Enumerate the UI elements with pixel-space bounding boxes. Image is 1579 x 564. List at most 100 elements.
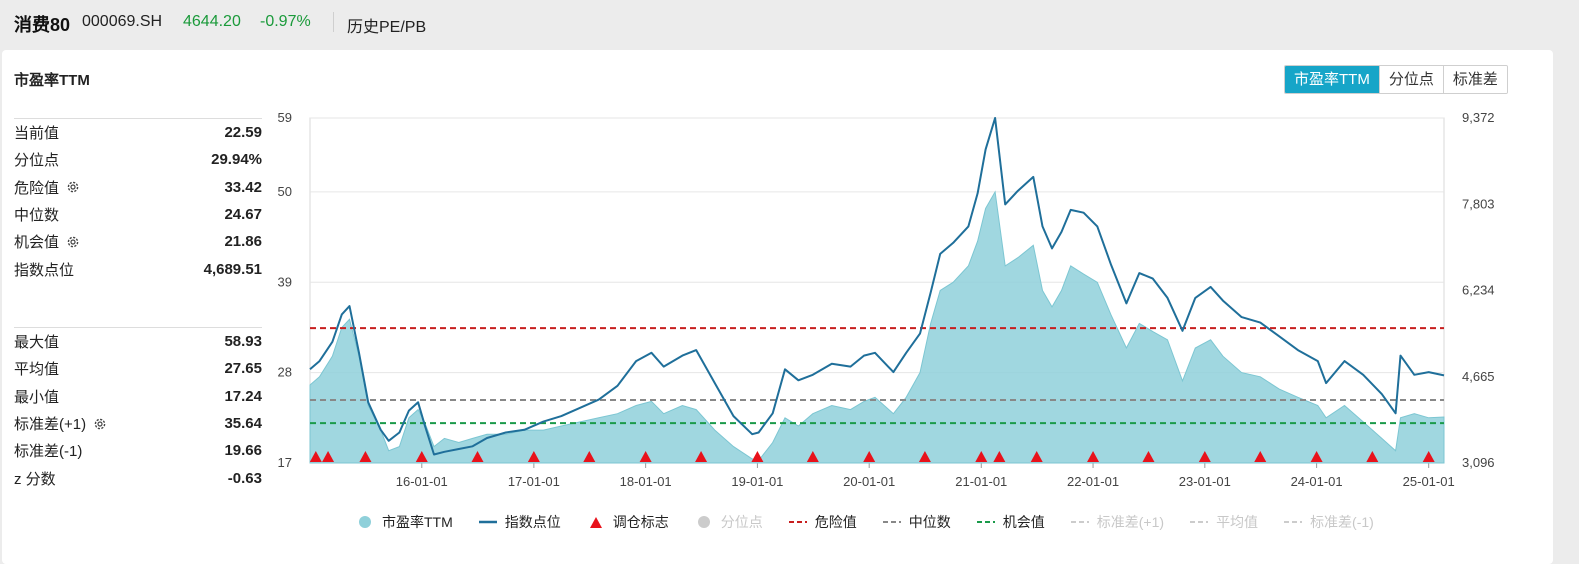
index-price: 4644.20 [183, 13, 241, 30]
y-right-tick-label: 4,665 [1462, 369, 1495, 384]
tab-std-dev[interactable]: 标准差 [1442, 66, 1507, 93]
stat-row: 最小值 17.24 [14, 383, 262, 410]
legend-label: 标准差(+1) [1096, 514, 1165, 530]
legend-symbol-dash [788, 521, 807, 523]
stats-group-history: 最大值 58.93 平均值 27.65 最小值 17.24 标准差(+1) 35.64 … [14, 327, 262, 492]
legend-symbol-dash [882, 521, 901, 523]
stat-label: 危险值 [14, 179, 60, 197]
y-left-tick-label: 17 [278, 455, 292, 470]
legend-label: 调仓标志 [612, 514, 669, 530]
y-right-tick-label: 6,234 [1462, 283, 1495, 298]
legend-symbol-dash [976, 521, 995, 523]
stat-row: z 分数 -0.63 [14, 464, 262, 491]
rebalance-marker [1310, 451, 1323, 462]
x-tick-label: 24-01-01 [1291, 474, 1343, 489]
legend-label: 机会值 [1002, 514, 1045, 530]
stat-row: 指数点位 4,689.51 [14, 255, 262, 282]
tab-pe-ttm[interactable]: 市盈率TTM [1285, 66, 1379, 93]
rebalance-marker [309, 451, 322, 462]
rebalance-marker [1366, 451, 1379, 462]
stat-value: 35.64 [224, 415, 262, 433]
panel-title: 市盈率TTM [14, 72, 90, 89]
index-name: 消费80 [14, 15, 71, 35]
stat-value: 24.67 [224, 206, 262, 224]
pe-ttm-area [309, 190, 1445, 464]
stat-label-with-gear: 机会值 [14, 231, 80, 252]
rebalance-marker [1422, 451, 1435, 462]
legend-item[interactable]: 危险值 [788, 512, 857, 532]
y-right-tick-label: 9,372 [1462, 110, 1495, 125]
legend-item[interactable]: 中位数 [882, 512, 951, 532]
y-left-tick-label: 59 [278, 110, 292, 125]
legend-symbol-triangle [589, 517, 602, 528]
x-tick-label: 25-01-01 [1403, 474, 1455, 489]
legend-symbol-dash [1070, 521, 1089, 523]
legend-symbol-line [478, 520, 497, 524]
rebalance-marker [639, 451, 652, 462]
rebalance-marker [527, 451, 540, 462]
legend-item[interactable]: 市盈率TTM [356, 512, 453, 532]
rebalance-marker [751, 451, 764, 462]
chart-panel [2, 50, 1553, 564]
legend-item[interactable]: 标准差(+1) [1070, 512, 1165, 532]
legend-symbol-dash [1284, 521, 1303, 523]
y-left-tick-label: 28 [278, 365, 292, 380]
rebalance-marker [1087, 451, 1100, 462]
header-bar: 消费80 000069.SH 4644.20 -0.97% 历史PE/PB [0, 0, 1579, 44]
stat-value: 27.65 [224, 360, 262, 378]
stats-group-current: 当前值 22.59 分位点 29.94% 危险值 33.42 中位数 24.67 机会值… [14, 118, 262, 283]
stat-label-with-gear: 危险值 [14, 177, 80, 198]
rebalance-marker [1142, 451, 1155, 462]
legend-symbol-dash [1190, 521, 1209, 523]
gear-icon[interactable] [66, 180, 80, 194]
rebalance-marker [322, 451, 335, 462]
rebalance-marker [471, 451, 484, 462]
rebalance-marker [583, 451, 596, 462]
stat-value: 29.94% [211, 151, 262, 169]
legend-item[interactable]: 机会值 [976, 512, 1045, 532]
legend-label: 分位点 [720, 514, 763, 530]
legend-item[interactable]: 平均值 [1190, 512, 1258, 532]
stat-value: 21.86 [224, 233, 262, 251]
x-tick-label: 18-01-01 [620, 474, 672, 489]
legend-symbol-circle [697, 516, 710, 528]
x-tick-label: 19-01-01 [731, 474, 783, 489]
rebalance-marker [695, 451, 708, 462]
y-left-tick-label: 50 [278, 184, 292, 199]
y-left-tick-label: 39 [278, 274, 292, 289]
gear-icon[interactable] [66, 235, 80, 249]
stat-row: 当前值 22.59 [14, 119, 262, 146]
stat-label: z 分数 [14, 470, 56, 488]
stat-label: 平均值 [14, 361, 60, 379]
index-change: -0.97% [260, 13, 311, 30]
gear-icon[interactable] [93, 417, 107, 431]
stat-row: 中位数 24.67 [14, 201, 262, 228]
stat-label: 最小值 [14, 388, 60, 406]
rebalance-marker [359, 451, 372, 462]
rebalance-marker [806, 451, 819, 462]
legend-label: 平均值 [1216, 514, 1259, 530]
history-pe-pb-label[interactable]: 历史PE/PB [347, 19, 427, 36]
tab-percentile[interactable]: 分位点 [1378, 66, 1443, 93]
stat-value: 19.66 [224, 442, 262, 460]
stat-row: 分位点 29.94% [14, 146, 262, 173]
stat-value: 22.59 [224, 124, 262, 142]
legend-label: 标准差(-1) [1310, 514, 1374, 530]
stat-row: 最大值 58.93 [14, 328, 262, 355]
legend-item[interactable]: 标准差(-1) [1284, 512, 1374, 532]
y-right-tick-label: 7,803 [1462, 196, 1495, 211]
metric-tabs: 市盈率TTM 分位点 标准差 [1284, 65, 1508, 94]
legend-symbol-circle [359, 516, 371, 528]
index-code: 000069.SH [82, 13, 163, 30]
y-right-tick-label: 3,096 [1462, 455, 1495, 470]
legend-item[interactable]: 指数点位 [478, 512, 561, 532]
legend-item[interactable]: 调仓标志 [587, 512, 669, 532]
header-divider [333, 12, 334, 32]
stat-value: 58.93 [224, 333, 262, 351]
stat-label-with-gear: 标准差(+1) [14, 413, 107, 434]
x-tick-label: 22-01-01 [1067, 474, 1119, 489]
stat-label: 中位数 [14, 207, 60, 225]
stat-label: 机会值 [14, 234, 60, 252]
legend-item[interactable]: 分位点 [695, 512, 763, 532]
